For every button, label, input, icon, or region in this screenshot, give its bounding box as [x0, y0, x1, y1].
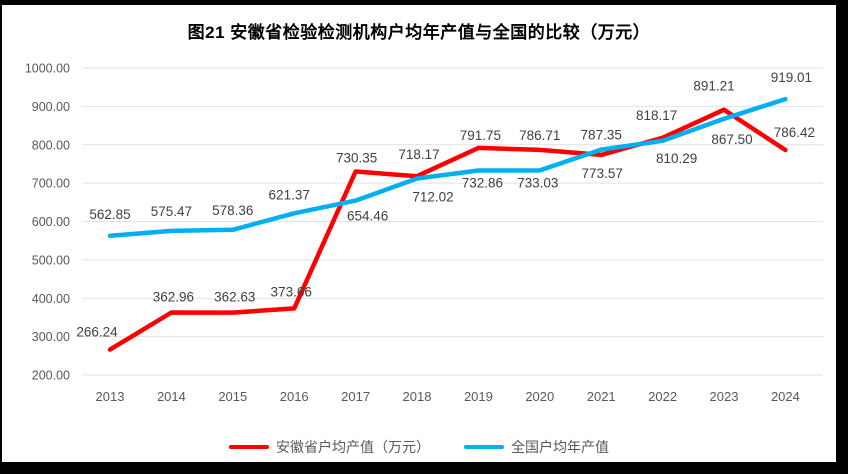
national-data-label: 919.01 [771, 70, 812, 85]
national-data-label: 787.35 [581, 128, 622, 143]
x-axis-tick-label: 2018 [403, 389, 432, 404]
legend-item-national: 全国户均年产值 [464, 437, 609, 457]
y-axis-tick-label: 300.00 [32, 330, 70, 344]
y-axis-tick-label: 600.00 [32, 215, 70, 229]
anhui-data-label: 730.35 [336, 150, 377, 165]
x-axis-tick-label: 2020 [525, 389, 554, 404]
y-axis-tick-label: 900.00 [32, 100, 70, 114]
national-line-swatch-icon [464, 445, 504, 449]
national-data-label: 621.37 [269, 187, 310, 202]
y-axis-tick-label: 1000.00 [25, 62, 70, 76]
x-axis-tick-label: 2024 [771, 389, 800, 404]
anhui-data-label: 818.17 [636, 108, 677, 123]
anhui-data-label: 891.21 [693, 79, 734, 94]
national-data-label: 867.50 [711, 132, 752, 147]
legend: 安徽省户均产值（万元） 全国户均年产值 [2, 437, 836, 457]
anhui-data-label: 362.96 [153, 289, 194, 304]
x-axis-tick-label: 2022 [648, 389, 677, 404]
legend-label-national: 全国户均年产值 [511, 439, 609, 455]
x-axis-tick-label: 2016 [280, 389, 309, 404]
national-data-label: 810.29 [656, 151, 697, 166]
x-axis-tick-label: 2021 [587, 389, 616, 404]
national-data-label: 733.03 [517, 175, 558, 190]
anhui-data-label: 791.75 [460, 128, 501, 143]
x-axis-tick-label: 2015 [218, 389, 247, 404]
x-axis-tick-label: 2014 [157, 389, 186, 404]
legend-item-anhui: 安徽省户均产值（万元） [229, 437, 430, 457]
y-axis-tick-label: 500.00 [32, 253, 70, 267]
anhui-data-label: 373.66 [271, 284, 312, 299]
x-axis-tick-label: 2023 [710, 389, 739, 404]
national-data-label: 732.86 [462, 176, 503, 191]
legend-label-anhui: 安徽省户均产值（万元） [276, 439, 430, 455]
national-series-line [107, 96, 788, 239]
national-data-label: 575.47 [151, 204, 192, 219]
x-axis-tick-label: 2017 [341, 389, 370, 404]
anhui-data-label: 266.24 [76, 325, 118, 340]
y-axis-tick-label: 800.00 [32, 138, 70, 152]
anhui-data-label: 718.17 [398, 147, 439, 162]
x-axis-tick-label: 2013 [96, 389, 125, 404]
anhui-data-label: 786.42 [774, 125, 815, 140]
y-axis-tick-label: 700.00 [32, 177, 70, 191]
national-data-label: 562.85 [89, 207, 130, 222]
national-data-label: 578.36 [212, 203, 253, 218]
chart-title: 图21 安徽省检验检测机构户均年产值与全国的比较（万元） [187, 23, 651, 42]
anhui-data-label: 786.71 [519, 128, 560, 143]
line-chart-plot: 1000.00 900.00 800.00 700.00 600.00 500.00 400… [25, 62, 823, 404]
national-data-label: 712.02 [412, 190, 453, 205]
anhui-data-label: 773.57 [582, 166, 623, 181]
y-axis-tick-label: 400.00 [32, 292, 70, 306]
anhui-series-line [107, 107, 788, 352]
national-data-label: 654.46 [347, 209, 388, 224]
x-axis-tick-label: 2019 [464, 389, 493, 404]
anhui-data-label: 362.63 [214, 290, 255, 305]
chart-canvas: 图21 安徽省检验检测机构户均年产值与全国的比较（万元） 1000.00 900.… [2, 5, 836, 462]
anhui-line-swatch-icon [229, 445, 269, 449]
y-axis-tick-label: 200.00 [32, 369, 70, 383]
